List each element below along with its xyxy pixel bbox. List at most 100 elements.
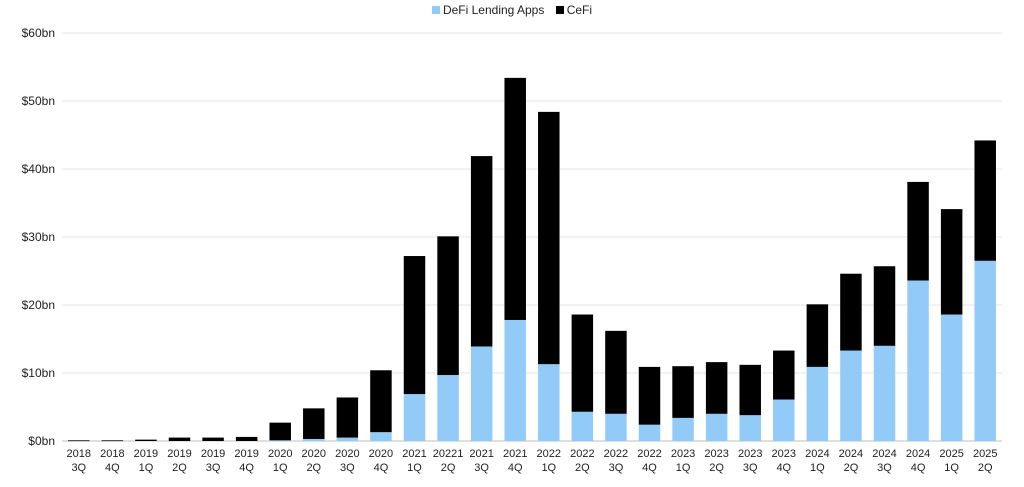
x-tick-year: 2018: [67, 448, 91, 460]
x-tick-year: 2023: [772, 448, 796, 460]
x-tick-quarter: 3Q: [71, 462, 86, 474]
x-tick-year: 2019: [167, 448, 191, 460]
bar-defi: [470, 346, 493, 441]
x-tick-quarter: 2Q: [575, 462, 590, 474]
y-tick-label: $40bn: [22, 162, 55, 176]
y-tick-label: $50bn: [22, 94, 55, 108]
bar-cefi: [68, 440, 90, 442]
bar-cefi: [336, 397, 359, 438]
bar-cefi: [940, 209, 963, 315]
x-tick-quarter: 3Q: [877, 462, 892, 474]
legend-label-cefi: CeFi: [566, 3, 593, 17]
x-tick-year: 2020: [268, 448, 292, 460]
bar-cefi: [470, 156, 493, 347]
x-tick-quarter: 2Q: [709, 462, 724, 474]
legend-label-defi: DeFi Lending Apps: [442, 3, 545, 17]
bar-defi: [605, 413, 627, 441]
x-tick-quarter: 3Q: [743, 462, 758, 474]
bar-defi: [773, 399, 795, 441]
x-tick-year: 2023: [671, 448, 695, 460]
x-tick-quarter: 3Q: [340, 462, 355, 474]
bar-defi: [705, 413, 728, 441]
x-tick-quarter: 2Q: [978, 462, 993, 474]
x-tick-quarter: 2Q: [441, 462, 456, 474]
bar-cefi: [840, 273, 862, 351]
y-tick-label: $10bn: [22, 366, 55, 380]
x-tick-quarter: 4Q: [911, 462, 926, 474]
bar-cefi: [403, 256, 426, 395]
bar-defi: [974, 260, 996, 441]
bar-cefi: [135, 439, 157, 441]
bar-cefi: [605, 330, 627, 414]
bar-defi: [739, 415, 761, 441]
y-tick-label: $20bn: [22, 298, 55, 312]
x-tick-quarter: 1Q: [676, 462, 691, 474]
x-tick-year: 2024: [839, 448, 863, 460]
x-tick-quarter: 4Q: [374, 462, 389, 474]
x-tick-year: 2025: [939, 448, 963, 460]
x-tick-year: 2023: [704, 448, 728, 460]
legend-item-cefi: CeFi: [555, 3, 593, 17]
x-tick-year: 2024: [906, 448, 930, 460]
x-tick-year: 20221: [433, 448, 464, 460]
x-tick-quarter: 2Q: [306, 462, 321, 474]
x-tick-quarter: 4Q: [239, 462, 254, 474]
bar-defi: [840, 350, 862, 441]
x-tick-quarter: 1Q: [541, 462, 556, 474]
legend-swatch-cefi: [555, 6, 564, 14]
x-tick-quarter: 4Q: [105, 462, 120, 474]
x-tick-quarter: 1Q: [810, 462, 825, 474]
legend-item-defi: DeFi Lending Apps: [431, 3, 545, 17]
bar-defi: [403, 394, 426, 441]
x-axis: 2018 3Q 2018 4Q 2019 1Q 2019 2Q 2019 3Q 2019 4Q 2020…: [67, 448, 998, 474]
x-tick-year: 2024: [872, 448, 896, 460]
x-tick-quarter: 4Q: [642, 462, 657, 474]
x-tick-quarter: 1Q: [407, 462, 422, 474]
x-tick-year: 2024: [805, 448, 829, 460]
y-tick-label: $60bn: [22, 26, 55, 40]
bar-cefi: [739, 364, 761, 416]
x-tick-quarter: 3Q: [474, 462, 489, 474]
bar-cefi: [638, 366, 661, 425]
bar-cefi: [370, 370, 392, 433]
bar-cefi: [705, 362, 728, 414]
bar-defi: [336, 437, 359, 441]
x-tick-quarter: 1Q: [944, 462, 959, 474]
y-tick-label: $0bn: [28, 434, 55, 448]
bar-cefi: [974, 140, 996, 261]
bar-defi: [269, 440, 291, 442]
bar-defi: [907, 280, 929, 441]
gridlines: [62, 32, 1002, 374]
x-tick-year: 2019: [201, 448, 225, 460]
bar-cefi: [538, 111, 560, 365]
bar-cefi: [303, 408, 325, 439]
x-tick-year: 2019: [234, 448, 258, 460]
bar-defi: [638, 424, 661, 441]
x-tick-year: 2020: [335, 448, 359, 460]
bar-cefi: [504, 77, 526, 320]
x-tick-year: 2023: [738, 448, 762, 460]
bar-cefi: [672, 366, 694, 418]
bar-defi: [370, 432, 392, 441]
x-tick-year: 2020: [302, 448, 326, 460]
x-tick-quarter: 4Q: [776, 462, 791, 474]
x-tick-year: 2021: [469, 448, 493, 460]
x-tick-quarter: 1Q: [139, 462, 154, 474]
x-tick-year: 2019: [134, 448, 158, 460]
x-tick-year: 2022: [570, 448, 594, 460]
bar-cefi: [269, 422, 291, 441]
bar-cefi: [437, 236, 459, 376]
x-tick-quarter: 1Q: [273, 462, 288, 474]
bars: [68, 77, 996, 442]
x-tick-year: 2020: [369, 448, 393, 460]
bar-cefi: [202, 437, 224, 441]
x-tick-year: 2022: [604, 448, 628, 460]
bar-defi: [303, 438, 325, 441]
bar-defi: [672, 417, 694, 441]
x-tick-quarter: 4Q: [508, 462, 523, 474]
bar-defi: [538, 364, 560, 441]
bar-defi: [437, 375, 459, 441]
bar-cefi: [773, 350, 795, 400]
x-tick-year: 2025: [973, 448, 997, 460]
